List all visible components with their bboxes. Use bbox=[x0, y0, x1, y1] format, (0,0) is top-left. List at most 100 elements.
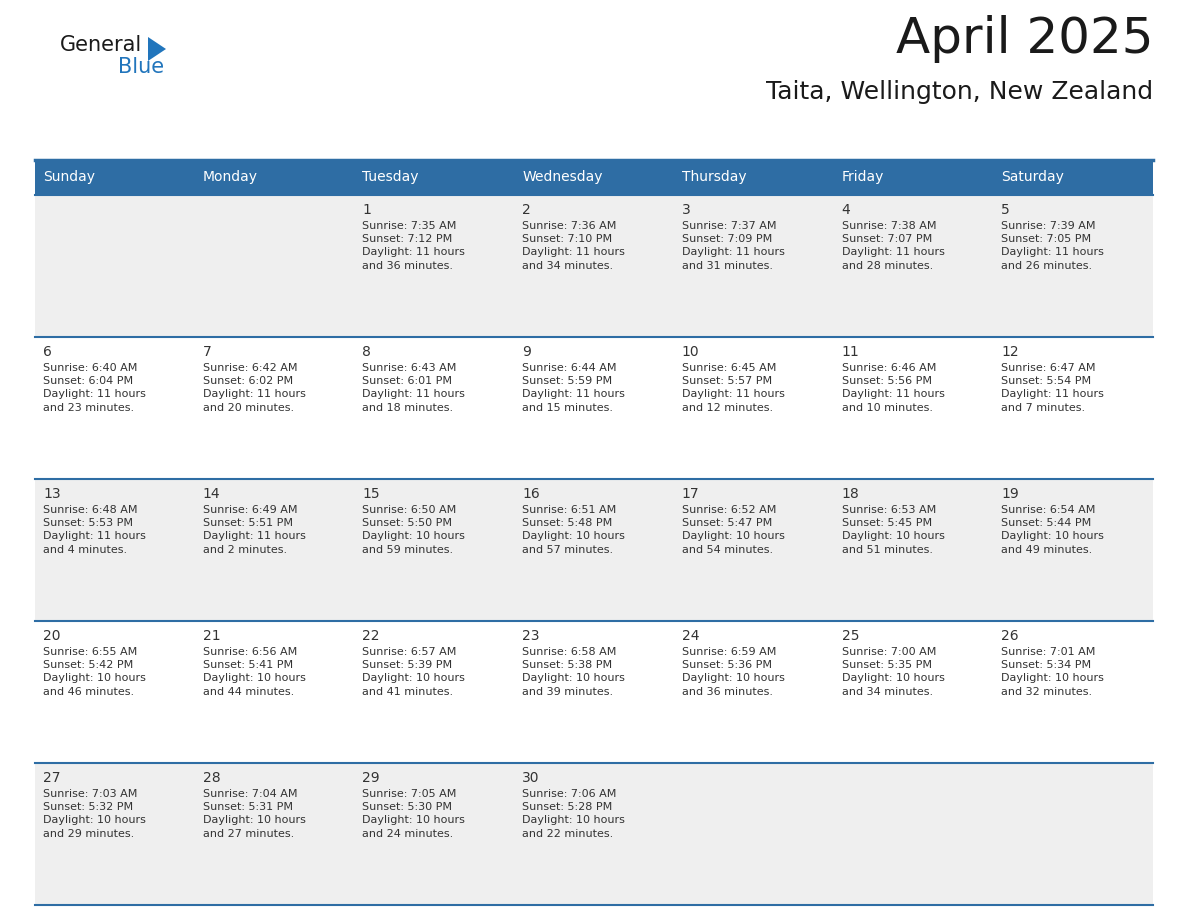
Text: 1: 1 bbox=[362, 203, 372, 217]
Text: Sunrise: 6:40 AM
Sunset: 6:04 PM
Daylight: 11 hours
and 23 minutes.: Sunrise: 6:40 AM Sunset: 6:04 PM Dayligh… bbox=[43, 363, 146, 412]
Text: Sunrise: 6:42 AM
Sunset: 6:02 PM
Daylight: 11 hours
and 20 minutes.: Sunrise: 6:42 AM Sunset: 6:02 PM Dayligh… bbox=[203, 363, 305, 412]
Bar bbox=[674, 621, 834, 763]
Text: Sunrise: 6:57 AM
Sunset: 5:39 PM
Daylight: 10 hours
and 41 minutes.: Sunrise: 6:57 AM Sunset: 5:39 PM Dayligh… bbox=[362, 647, 466, 697]
Text: 17: 17 bbox=[682, 487, 700, 501]
Text: Sunrise: 6:44 AM
Sunset: 5:59 PM
Daylight: 11 hours
and 15 minutes.: Sunrise: 6:44 AM Sunset: 5:59 PM Dayligh… bbox=[523, 363, 625, 412]
Text: 9: 9 bbox=[523, 345, 531, 359]
Text: Sunrise: 6:54 AM
Sunset: 5:44 PM
Daylight: 10 hours
and 49 minutes.: Sunrise: 6:54 AM Sunset: 5:44 PM Dayligh… bbox=[1001, 505, 1104, 554]
Text: 21: 21 bbox=[203, 629, 220, 643]
Text: 20: 20 bbox=[43, 629, 61, 643]
Bar bbox=[195, 337, 354, 479]
Bar bbox=[834, 621, 993, 763]
Text: 13: 13 bbox=[43, 487, 61, 501]
Text: Sunday: Sunday bbox=[43, 171, 95, 185]
Text: Wednesday: Wednesday bbox=[523, 171, 602, 185]
Text: 25: 25 bbox=[841, 629, 859, 643]
Text: Sunrise: 7:39 AM
Sunset: 7:05 PM
Daylight: 11 hours
and 26 minutes.: Sunrise: 7:39 AM Sunset: 7:05 PM Dayligh… bbox=[1001, 221, 1104, 271]
Bar bbox=[993, 195, 1154, 337]
Text: 15: 15 bbox=[362, 487, 380, 501]
Text: Sunrise: 6:58 AM
Sunset: 5:38 PM
Daylight: 10 hours
and 39 minutes.: Sunrise: 6:58 AM Sunset: 5:38 PM Dayligh… bbox=[523, 647, 625, 697]
Text: 26: 26 bbox=[1001, 629, 1019, 643]
Text: 29: 29 bbox=[362, 771, 380, 785]
Bar bbox=[834, 763, 993, 905]
Text: 18: 18 bbox=[841, 487, 859, 501]
Text: 8: 8 bbox=[362, 345, 372, 359]
Text: General: General bbox=[61, 35, 143, 55]
Text: Sunrise: 6:52 AM
Sunset: 5:47 PM
Daylight: 10 hours
and 54 minutes.: Sunrise: 6:52 AM Sunset: 5:47 PM Dayligh… bbox=[682, 505, 785, 554]
Text: Sunrise: 6:49 AM
Sunset: 5:51 PM
Daylight: 11 hours
and 2 minutes.: Sunrise: 6:49 AM Sunset: 5:51 PM Dayligh… bbox=[203, 505, 305, 554]
Text: 14: 14 bbox=[203, 487, 220, 501]
Bar bbox=[34, 160, 195, 195]
Text: 22: 22 bbox=[362, 629, 380, 643]
Text: Sunrise: 7:03 AM
Sunset: 5:32 PM
Daylight: 10 hours
and 29 minutes.: Sunrise: 7:03 AM Sunset: 5:32 PM Dayligh… bbox=[43, 789, 146, 839]
Bar bbox=[195, 763, 354, 905]
Bar bbox=[195, 195, 354, 337]
Bar bbox=[34, 763, 195, 905]
Text: Thursday: Thursday bbox=[682, 171, 746, 185]
Text: 5: 5 bbox=[1001, 203, 1010, 217]
Bar bbox=[993, 479, 1154, 621]
Text: 11: 11 bbox=[841, 345, 859, 359]
Bar bbox=[195, 621, 354, 763]
Text: 16: 16 bbox=[523, 487, 539, 501]
Bar bbox=[834, 337, 993, 479]
Text: 10: 10 bbox=[682, 345, 700, 359]
Bar bbox=[195, 160, 354, 195]
Bar bbox=[674, 763, 834, 905]
Text: Sunrise: 6:50 AM
Sunset: 5:50 PM
Daylight: 10 hours
and 59 minutes.: Sunrise: 6:50 AM Sunset: 5:50 PM Dayligh… bbox=[362, 505, 466, 554]
Bar bbox=[674, 479, 834, 621]
Text: Sunrise: 7:06 AM
Sunset: 5:28 PM
Daylight: 10 hours
and 22 minutes.: Sunrise: 7:06 AM Sunset: 5:28 PM Dayligh… bbox=[523, 789, 625, 839]
Bar bbox=[674, 195, 834, 337]
Text: Sunrise: 6:51 AM
Sunset: 5:48 PM
Daylight: 10 hours
and 57 minutes.: Sunrise: 6:51 AM Sunset: 5:48 PM Dayligh… bbox=[523, 505, 625, 554]
Bar bbox=[354, 337, 514, 479]
Text: 19: 19 bbox=[1001, 487, 1019, 501]
Text: Sunrise: 7:38 AM
Sunset: 7:07 PM
Daylight: 11 hours
and 28 minutes.: Sunrise: 7:38 AM Sunset: 7:07 PM Dayligh… bbox=[841, 221, 944, 271]
Text: Friday: Friday bbox=[841, 171, 884, 185]
Text: 3: 3 bbox=[682, 203, 690, 217]
Text: Sunrise: 7:36 AM
Sunset: 7:10 PM
Daylight: 11 hours
and 34 minutes.: Sunrise: 7:36 AM Sunset: 7:10 PM Dayligh… bbox=[523, 221, 625, 271]
Text: 27: 27 bbox=[43, 771, 61, 785]
Text: 24: 24 bbox=[682, 629, 700, 643]
Text: Sunrise: 6:45 AM
Sunset: 5:57 PM
Daylight: 11 hours
and 12 minutes.: Sunrise: 6:45 AM Sunset: 5:57 PM Dayligh… bbox=[682, 363, 785, 412]
Bar bbox=[993, 337, 1154, 479]
Bar bbox=[354, 621, 514, 763]
Bar bbox=[354, 479, 514, 621]
Text: Sunrise: 6:46 AM
Sunset: 5:56 PM
Daylight: 11 hours
and 10 minutes.: Sunrise: 6:46 AM Sunset: 5:56 PM Dayligh… bbox=[841, 363, 944, 412]
Text: 12: 12 bbox=[1001, 345, 1019, 359]
Text: Sunrise: 7:01 AM
Sunset: 5:34 PM
Daylight: 10 hours
and 32 minutes.: Sunrise: 7:01 AM Sunset: 5:34 PM Dayligh… bbox=[1001, 647, 1104, 697]
Text: Taita, Wellington, New Zealand: Taita, Wellington, New Zealand bbox=[766, 80, 1154, 104]
Text: Sunrise: 6:55 AM
Sunset: 5:42 PM
Daylight: 10 hours
and 46 minutes.: Sunrise: 6:55 AM Sunset: 5:42 PM Dayligh… bbox=[43, 647, 146, 697]
Text: Sunrise: 6:48 AM
Sunset: 5:53 PM
Daylight: 11 hours
and 4 minutes.: Sunrise: 6:48 AM Sunset: 5:53 PM Dayligh… bbox=[43, 505, 146, 554]
Bar bbox=[34, 479, 195, 621]
Text: 30: 30 bbox=[523, 771, 539, 785]
Bar bbox=[514, 195, 674, 337]
Bar bbox=[195, 479, 354, 621]
Text: Sunrise: 7:00 AM
Sunset: 5:35 PM
Daylight: 10 hours
and 34 minutes.: Sunrise: 7:00 AM Sunset: 5:35 PM Dayligh… bbox=[841, 647, 944, 697]
Bar bbox=[34, 195, 195, 337]
Text: Sunrise: 7:04 AM
Sunset: 5:31 PM
Daylight: 10 hours
and 27 minutes.: Sunrise: 7:04 AM Sunset: 5:31 PM Dayligh… bbox=[203, 789, 305, 839]
Text: 4: 4 bbox=[841, 203, 851, 217]
Bar bbox=[993, 763, 1154, 905]
Text: April 2025: April 2025 bbox=[896, 15, 1154, 63]
Text: 23: 23 bbox=[523, 629, 539, 643]
Polygon shape bbox=[148, 37, 166, 61]
Bar bbox=[993, 621, 1154, 763]
Bar bbox=[674, 337, 834, 479]
Text: 7: 7 bbox=[203, 345, 211, 359]
Bar bbox=[34, 337, 195, 479]
Text: Sunrise: 6:43 AM
Sunset: 6:01 PM
Daylight: 11 hours
and 18 minutes.: Sunrise: 6:43 AM Sunset: 6:01 PM Dayligh… bbox=[362, 363, 466, 412]
Bar bbox=[514, 160, 674, 195]
Bar bbox=[354, 160, 514, 195]
Text: Monday: Monday bbox=[203, 171, 258, 185]
Bar bbox=[834, 479, 993, 621]
Bar bbox=[514, 763, 674, 905]
Text: Sunrise: 7:05 AM
Sunset: 5:30 PM
Daylight: 10 hours
and 24 minutes.: Sunrise: 7:05 AM Sunset: 5:30 PM Dayligh… bbox=[362, 789, 466, 839]
Bar bbox=[993, 160, 1154, 195]
Text: 2: 2 bbox=[523, 203, 531, 217]
Bar bbox=[834, 195, 993, 337]
Text: Tuesday: Tuesday bbox=[362, 171, 419, 185]
Text: Saturday: Saturday bbox=[1001, 171, 1064, 185]
Text: Sunrise: 6:56 AM
Sunset: 5:41 PM
Daylight: 10 hours
and 44 minutes.: Sunrise: 6:56 AM Sunset: 5:41 PM Dayligh… bbox=[203, 647, 305, 697]
Bar bbox=[674, 160, 834, 195]
Bar bbox=[514, 621, 674, 763]
